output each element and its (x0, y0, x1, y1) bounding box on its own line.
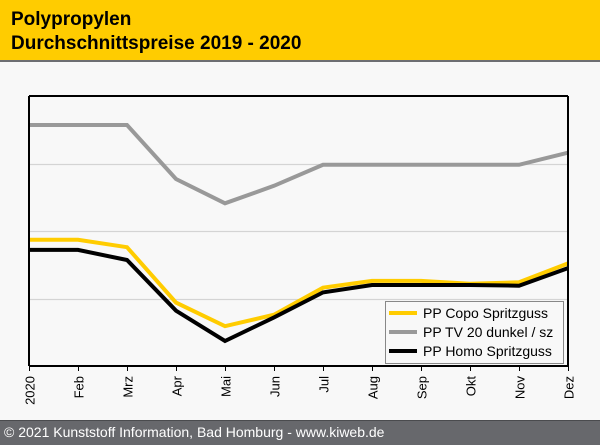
legend-label-2: PP Homo Spritzguss (423, 343, 552, 359)
x-tick-label: Feb (72, 376, 87, 398)
chart-subtitle: Durchschnittspreise 2019 - 2020 (11, 33, 301, 55)
x-tick-label: Dez (562, 376, 577, 399)
x-tick-label: Mai (219, 376, 234, 397)
x-tick-label: Mrz (121, 376, 136, 398)
chart-title: Polypropylen (11, 9, 131, 31)
legend-label-1: PP TV 20 dunkel / sz (423, 324, 553, 340)
x-tick-label: Jun (268, 376, 283, 397)
chart-area: 2020 Feb Mrz Apr Mai Jun Jul Aug Sep Okt Nov Dez PP… (0, 62, 600, 420)
x-tick-label: Aug (366, 376, 381, 399)
x-tick-label: Okt (464, 376, 479, 397)
x-tick-label: Sep (415, 376, 430, 399)
x-tick-label: Jul (317, 376, 332, 393)
chart-header: Polypropylen Durchschnittspreise 2019 - … (0, 0, 600, 62)
x-tick-label: Apr (170, 375, 185, 396)
x-tick-label: 2020 (23, 376, 38, 405)
legend-label-0: PP Copo Spritzguss (423, 305, 548, 321)
x-tick-label: Nov (513, 376, 528, 400)
legend: PP Copo Spritzguss PP TV 20 dunkel / sz PP… (386, 302, 564, 364)
x-axis-ticks: 2020 Feb Mrz Apr Mai Jun Jul Aug Sep Okt Nov Dez (23, 366, 577, 405)
copyright-text: © 2021 Kunststoff Information, Bad Hombu… (4, 424, 384, 440)
footer: © 2021 Kunststoff Information, Bad Hombu… (0, 420, 600, 445)
line-chart: 2020 Feb Mrz Apr Mai Jun Jul Aug Sep Okt Nov Dez PP… (0, 62, 600, 420)
